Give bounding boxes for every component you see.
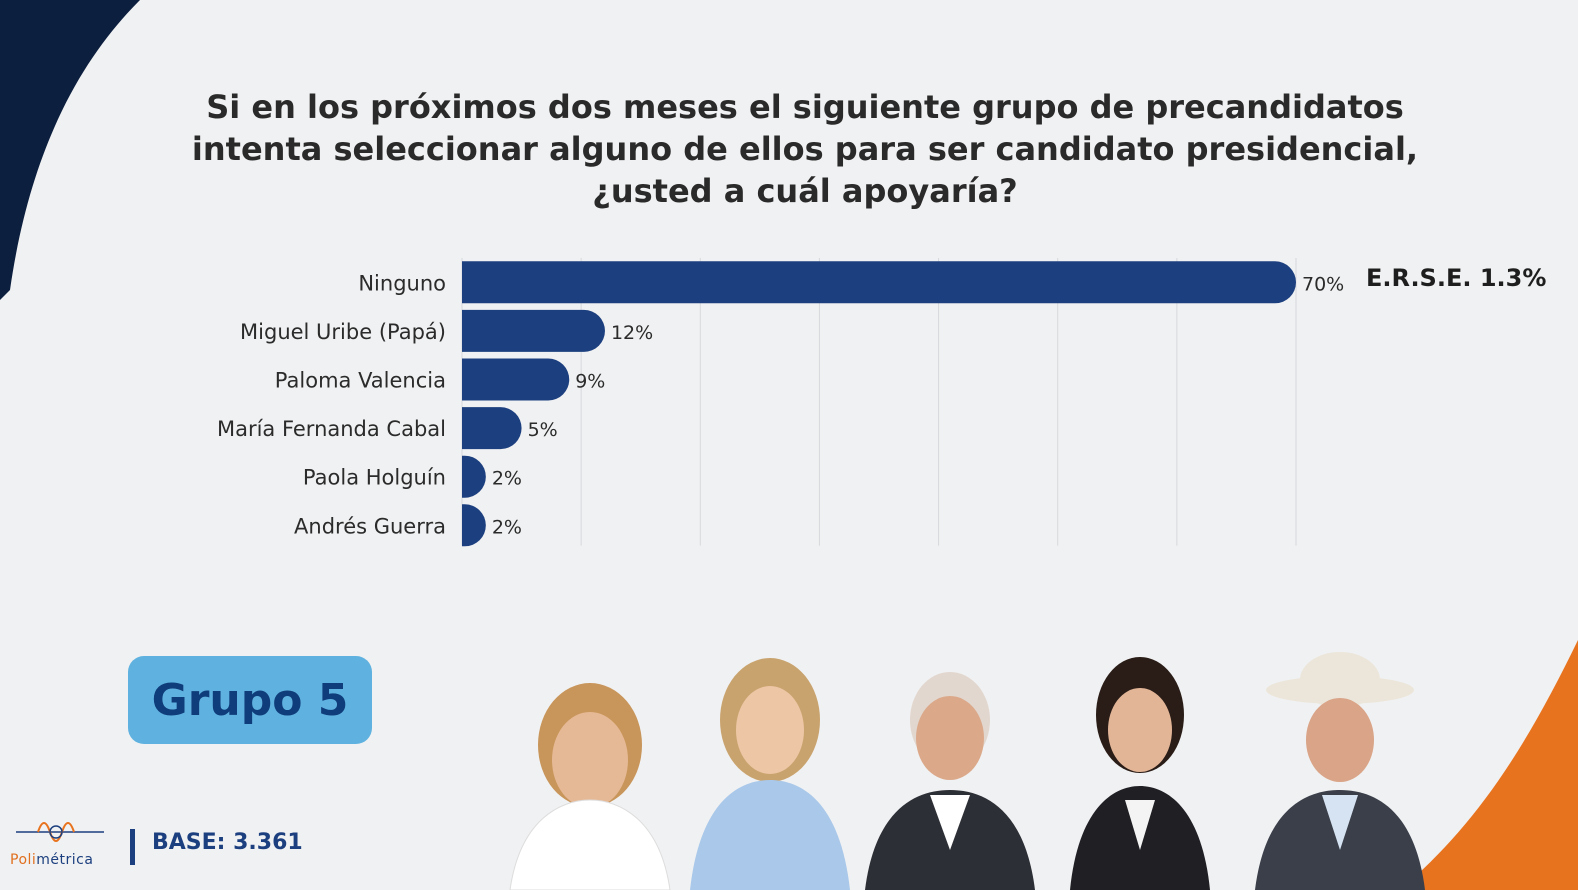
erse-label: E.R.S.E. 1.3% — [1366, 264, 1547, 292]
value-label-1: 12% — [611, 322, 653, 344]
bar-1 — [462, 309, 605, 352]
value-label-2: 9% — [575, 371, 605, 393]
candidate-figure-4 — [1070, 657, 1210, 890]
title-line-1: Si en los próximos dos meses el siguient… — [206, 88, 1404, 126]
title-line-3: ¿usted a cuál apoyaría? — [592, 172, 1018, 210]
chart-title: Si en los próximos dos meses el siguient… — [180, 86, 1430, 212]
candidate-figure-5 — [1255, 652, 1425, 890]
base-divider — [130, 829, 135, 865]
bar-0 — [462, 261, 1296, 304]
bar-4 — [462, 455, 486, 498]
value-label-4: 2% — [492, 468, 522, 490]
polimetrica-logo-icon — [16, 822, 104, 842]
category-label-5: Andrés Guerra — [294, 514, 446, 538]
candidates-photo — [509, 652, 1425, 890]
value-label-5: 2% — [492, 516, 522, 538]
navy-swoosh — [0, 0, 140, 300]
group-badge: Grupo 5 — [128, 656, 372, 744]
logo-wordmark: Polimétrica — [10, 852, 93, 868]
value-label-3: 5% — [528, 419, 558, 441]
value-label-0: 70% — [1302, 273, 1344, 295]
category-label-4: Paola Holguín — [303, 466, 446, 490]
candidate-figure-1 — [509, 683, 671, 890]
logo-prefix: Poli — [10, 852, 37, 868]
category-label-2: Paloma Valencia — [275, 369, 446, 393]
logo-suffix: métrica — [36, 852, 94, 868]
base-label: BASE: 3.361 — [152, 830, 303, 855]
orange-swoosh — [1400, 640, 1578, 890]
title-line-2: intenta seleccionar alguno de ellos para… — [191, 130, 1419, 168]
candidate-figure-2 — [690, 658, 850, 890]
category-label-3: María Fernanda Cabal — [217, 417, 446, 441]
category-label-0: Ninguno — [358, 271, 446, 295]
candidate-figure-3 — [865, 672, 1035, 890]
bar-3 — [462, 407, 522, 450]
bar-2 — [462, 358, 570, 401]
category-label-1: Miguel Uribe (Papá) — [240, 320, 446, 344]
bar-5 — [462, 504, 486, 547]
